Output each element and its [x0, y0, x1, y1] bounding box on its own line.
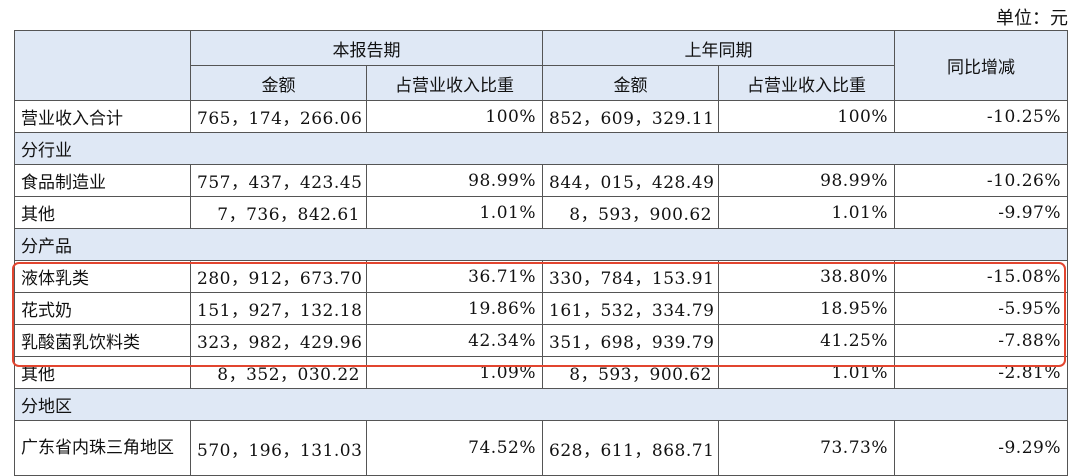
header-prior-share: 占营业收入比重 — [718, 65, 895, 101]
row-label: 其他 — [14, 196, 191, 229]
current-share: 42.34% — [366, 324, 543, 357]
prior-share: 73.73% — [718, 420, 895, 476]
revenue-table: 本报告期 上年同期 同比增减 金额 占营业收入比重 金额 占营业收入比重 营业收… — [14, 30, 1068, 476]
current-share: 1.09% — [366, 356, 543, 389]
prior-amount: 330，784，153.91 — [542, 260, 719, 293]
header-prior-period: 上年同期 — [542, 30, 895, 66]
header-prior-amount: 金额 — [542, 65, 719, 101]
prior-share: 1.01% — [718, 356, 895, 389]
current-share: 36.71% — [366, 260, 543, 293]
current-amount: 765，174，266.06 — [190, 100, 367, 133]
header-blank-cell — [14, 30, 191, 101]
prior-share: 18.95% — [718, 292, 895, 325]
yoy-change: -9.29% — [894, 420, 1068, 476]
prior-amount: 628，611，868.71 — [542, 420, 719, 476]
row-label: 其他 — [14, 356, 191, 389]
header-current-period: 本报告期 — [190, 30, 543, 66]
prior-amount: 8，593，900.62 — [542, 196, 719, 229]
prior-share: 98.99% — [718, 164, 895, 197]
prior-share: 38.80% — [718, 260, 895, 293]
current-amount: 7，736，842.61 — [190, 196, 367, 229]
table-row: 乳酸菌乳饮料类 323，982，429.96 42.34% 351，698，93… — [14, 324, 1068, 357]
current-amount: 323，982，429.96 — [190, 324, 367, 357]
current-amount: 8，352，030.22 — [190, 356, 367, 389]
current-amount: 280，912，673.70 — [190, 260, 367, 293]
yoy-change: -5.95% — [894, 292, 1068, 325]
row-label: 乳酸菌乳饮料类 — [14, 324, 191, 357]
table-row: 其他 8，352，030.22 1.09% 8，593，900.62 1.01%… — [14, 356, 1068, 389]
current-amount: 757，437，423.45 — [190, 164, 367, 197]
header-yoy: 同比增减 — [894, 30, 1068, 101]
current-share: 100% — [366, 100, 543, 133]
prior-amount: 351，698，939.79 — [542, 324, 719, 357]
prior-share: 41.25% — [718, 324, 895, 357]
row-label: 液体乳类 — [14, 260, 191, 293]
header-current-amount: 金额 — [190, 65, 367, 101]
prior-amount: 844，015，428.49 — [542, 164, 719, 197]
prior-amount: 161，532，334.79 — [542, 292, 719, 325]
section-header-industry: 分行业 — [14, 132, 1068, 165]
section-title: 分产品 — [14, 228, 1068, 261]
prior-share: 100% — [718, 100, 895, 133]
current-share: 19.86% — [366, 292, 543, 325]
yoy-change: -15.08% — [894, 260, 1068, 293]
yoy-change: -2.81% — [894, 356, 1068, 389]
row-label: 食品制造业 — [14, 164, 191, 197]
row-label: 广东省内珠三角地区 — [14, 420, 191, 476]
row-label: 营业收入合计 — [14, 100, 191, 133]
yoy-change: -10.26% — [894, 164, 1068, 197]
yoy-change: -9.97% — [894, 196, 1068, 229]
table-row: 液体乳类 280，912，673.70 36.71% 330，784，153.9… — [14, 260, 1068, 293]
current-amount: 151，927，132.18 — [190, 292, 367, 325]
yoy-change: -7.88% — [894, 324, 1068, 357]
unit-label: 单位：元 — [996, 8, 1068, 29]
header-current-share: 占营业收入比重 — [366, 65, 543, 101]
current-share: 74.52% — [366, 420, 543, 476]
yoy-change: -10.25% — [894, 100, 1068, 133]
prior-amount: 852，609，329.11 — [542, 100, 719, 133]
prior-amount: 8，593，900.62 — [542, 356, 719, 389]
section-header-product: 分产品 — [14, 228, 1068, 261]
current-share: 1.01% — [366, 196, 543, 229]
table-row: 花式奶 151，927，132.18 19.86% 161，532，334.79… — [14, 292, 1068, 325]
prior-share: 1.01% — [718, 196, 895, 229]
section-header-region: 分地区 — [14, 388, 1068, 421]
current-share: 98.99% — [366, 164, 543, 197]
table-row: 其他 7，736，842.61 1.01% 8，593，900.62 1.01%… — [14, 196, 1068, 229]
current-amount: 570，196，131.03 — [190, 420, 367, 476]
table-row-total: 营业收入合计 765，174，266.06 100% 852，609，329.1… — [14, 100, 1068, 133]
section-title: 分地区 — [14, 388, 1068, 421]
section-title: 分行业 — [14, 132, 1068, 165]
table-row: 食品制造业 757，437，423.45 98.99% 844，015，428.… — [14, 164, 1068, 197]
table-row: 广东省内珠三角地区 570，196，131.03 74.52% 628，611，… — [14, 420, 1068, 476]
row-label: 花式奶 — [14, 292, 191, 325]
